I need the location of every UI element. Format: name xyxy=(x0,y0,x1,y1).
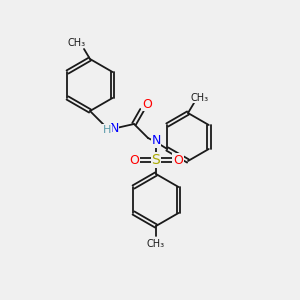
Text: N: N xyxy=(151,134,161,148)
Text: CH₃: CH₃ xyxy=(68,38,86,48)
Text: N: N xyxy=(109,122,119,136)
Text: CH₃: CH₃ xyxy=(191,93,209,103)
Text: O: O xyxy=(173,154,183,166)
Text: O: O xyxy=(142,98,152,110)
Text: S: S xyxy=(152,153,160,167)
Text: CH₃: CH₃ xyxy=(147,239,165,249)
Text: O: O xyxy=(129,154,139,166)
Text: H: H xyxy=(103,125,111,135)
